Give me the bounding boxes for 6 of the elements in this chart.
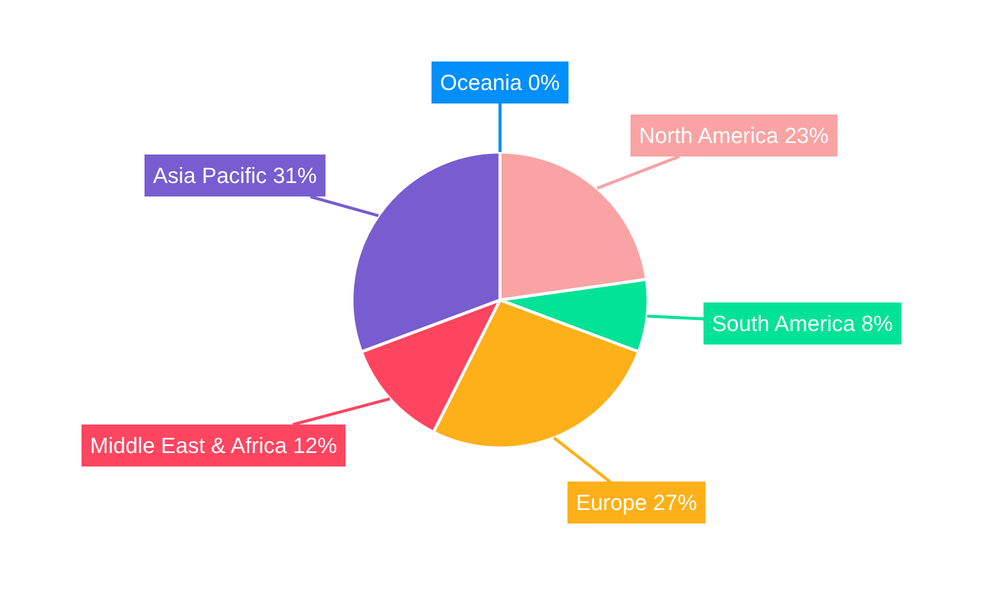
slice-label: Middle East & Africa 12% bbox=[90, 433, 338, 458]
slice-label: Europe 27% bbox=[576, 490, 698, 515]
slice-label: Asia Pacific 31% bbox=[153, 163, 317, 188]
slice-label: South America 8% bbox=[712, 311, 893, 336]
slice-label: North America 23% bbox=[639, 123, 829, 148]
category-label: Oceania 0% bbox=[440, 70, 560, 95]
